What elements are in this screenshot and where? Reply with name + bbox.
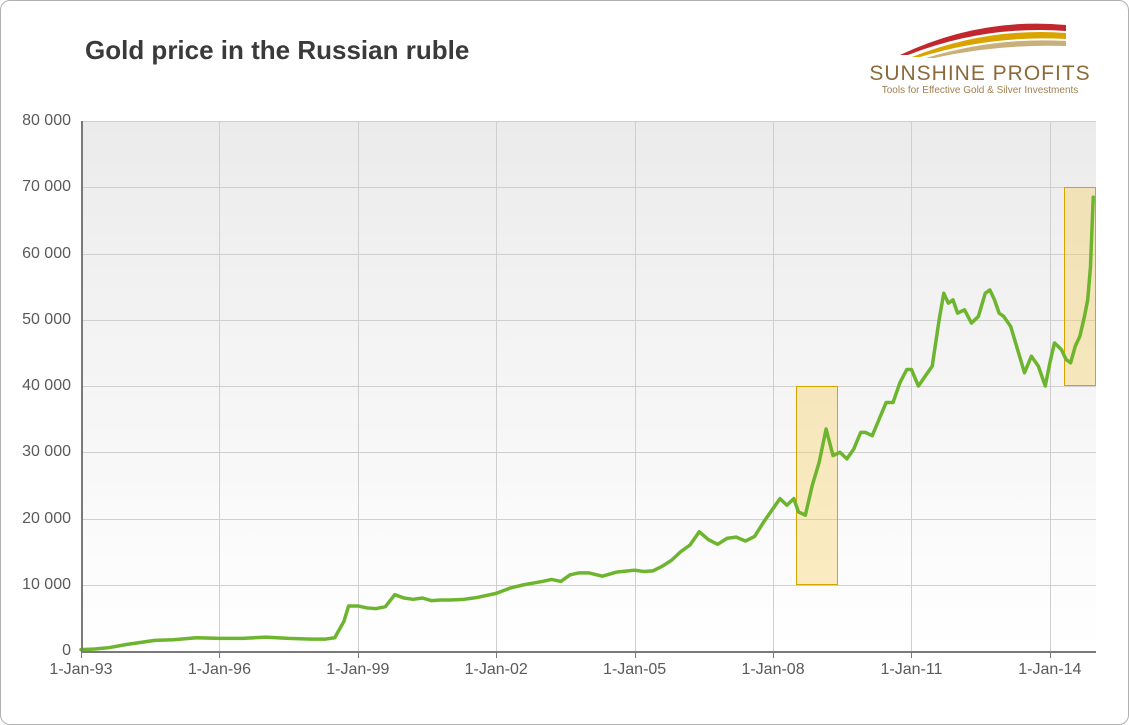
x-tick-mark (81, 651, 82, 658)
x-tick-label: 1-Jan-02 (465, 661, 528, 679)
x-tick-label: 1-Jan-08 (741, 661, 804, 679)
x-tick-label: 1-Jan-96 (188, 661, 251, 679)
x-tick-mark (773, 651, 774, 658)
chart-title: Gold price in the Russian ruble (85, 35, 469, 66)
y-tick-label: 0 (7, 642, 71, 660)
x-tick-label: 1-Jan-99 (326, 661, 389, 679)
line-chart-svg (81, 121, 1096, 651)
sun-swoosh-icon (890, 21, 1070, 59)
x-tick-mark (635, 651, 636, 658)
x-tick-mark (911, 651, 912, 658)
chart-frame: Gold price in the Russian ruble SUNSHINE… (0, 0, 1129, 725)
y-tick-label: 80 000 (7, 112, 71, 130)
y-tick-label: 70 000 (7, 178, 71, 196)
x-tick-mark (496, 651, 497, 658)
y-tick-label: 10 000 (7, 576, 71, 594)
y-tick-label: 50 000 (7, 311, 71, 329)
y-tick-label: 60 000 (7, 245, 71, 263)
x-tick-label: 1-Jan-93 (49, 661, 112, 679)
price-line (81, 197, 1093, 649)
x-axis (81, 651, 1096, 653)
y-axis (81, 121, 83, 651)
x-tick-label: 1-Jan-14 (1018, 661, 1081, 679)
y-tick-label: 20 000 (7, 510, 71, 528)
x-tick-mark (219, 651, 220, 658)
x-tick-mark (1050, 651, 1051, 658)
x-tick-label: 1-Jan-05 (603, 661, 666, 679)
brand-name: SUNSHINE PROFITS (852, 62, 1108, 86)
brand-logo: SUNSHINE PROFITS Tools for Effective Gol… (852, 21, 1108, 111)
y-tick-label: 40 000 (7, 377, 71, 395)
plot-area (81, 121, 1096, 651)
y-tick-label: 30 000 (7, 443, 71, 461)
x-tick-label: 1-Jan-11 (880, 661, 942, 679)
brand-tagline: Tools for Effective Gold & Silver Invest… (852, 85, 1108, 96)
x-tick-mark (358, 651, 359, 658)
